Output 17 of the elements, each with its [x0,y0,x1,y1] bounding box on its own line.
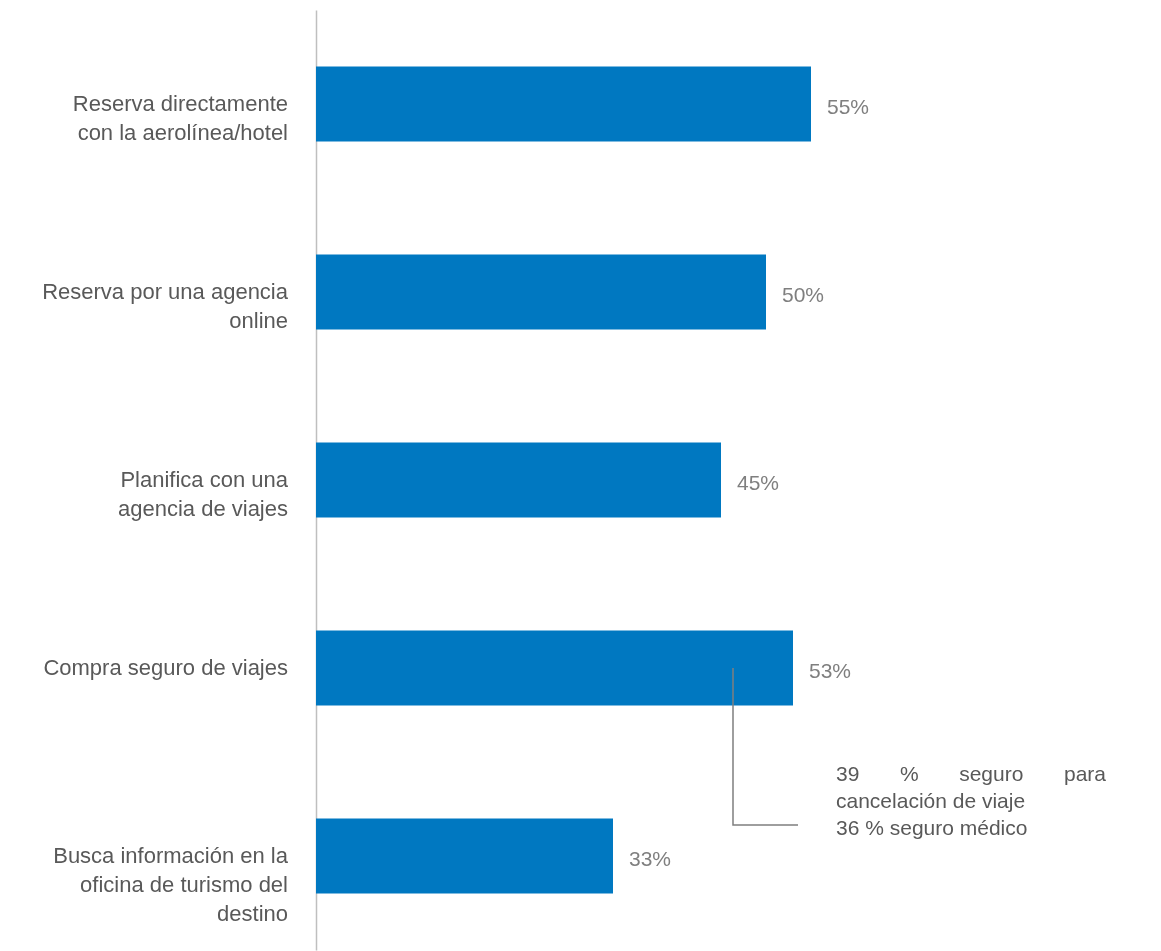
bar [316,818,613,894]
bar [316,66,811,142]
data-label: 50% [782,283,825,306]
y-tick-label: Reserva directamente con la aerolínea/hotel [72,91,288,145]
y-tick-label: Reserva por una agencia online [42,279,289,333]
bar [316,254,766,330]
y-tick-label: Busca información en la oficina de turismo del destino [53,843,289,926]
y-tick-label: Compra seguro de viajes [43,655,288,680]
data-label: 55% [827,95,870,118]
data-label: 45% [737,471,780,494]
text: 36 % seguro médico [836,815,1029,841]
data-label: 53% [809,659,852,682]
bar [316,442,721,518]
y-tick-label: Planifica con una agencia de viajes [117,467,289,521]
bar [316,630,793,706]
data-label: 33% [629,847,672,870]
text: 39 % seguro para cancelación de viaje [836,761,1106,814]
